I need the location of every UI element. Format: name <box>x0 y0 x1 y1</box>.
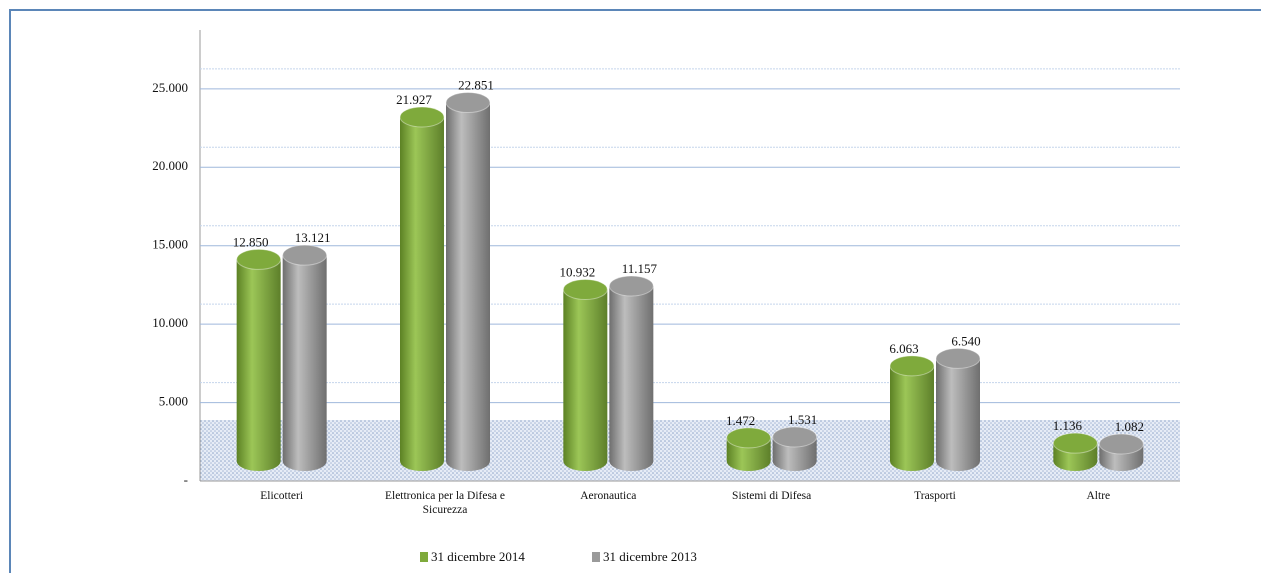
x-tick-label: Aeronautica <box>580 490 637 502</box>
data-label: 1.136 <box>1053 418 1083 433</box>
bar-top <box>726 427 772 449</box>
legend-swatch <box>592 552 600 562</box>
x-tick-label-box: Altre <box>1086 490 1111 502</box>
x-tick-label: Sistemi di Difesa <box>732 490 812 502</box>
y-tick-label: 5.000 <box>159 394 188 409</box>
bar-top <box>399 106 445 128</box>
data-label: 1.472 <box>726 413 755 428</box>
bar <box>935 347 981 471</box>
bar <box>608 275 654 472</box>
bar <box>889 355 935 471</box>
bar-top <box>562 279 608 301</box>
bar <box>1052 432 1098 472</box>
x-tick-label: Elicotteri <box>260 490 304 502</box>
data-label: 22.851 <box>458 78 494 93</box>
bar-body <box>400 117 444 471</box>
bar <box>1098 433 1144 472</box>
y-tick-label: - <box>184 472 188 487</box>
bar-top <box>889 355 935 377</box>
bar-body <box>890 365 934 471</box>
bar-body <box>446 102 490 471</box>
data-label: 13.121 <box>295 230 331 245</box>
legend-label: 31 dicembre 2013 <box>603 549 697 564</box>
data-label: 6.540 <box>951 333 980 348</box>
bar-body <box>609 285 654 472</box>
bar <box>236 248 282 472</box>
bar-top <box>445 92 491 114</box>
bar-top <box>772 426 818 448</box>
bar-top <box>1052 432 1098 454</box>
data-label: 10.932 <box>559 264 595 279</box>
bar-body <box>563 289 608 472</box>
floor <box>200 420 1180 481</box>
bar-top <box>935 347 981 369</box>
bar <box>726 427 772 472</box>
bar-top <box>236 248 282 270</box>
data-label: 6.063 <box>889 341 918 356</box>
x-tick-label-box: Aeronautica <box>580 490 637 502</box>
data-label: 1.531 <box>788 412 817 427</box>
data-label: 12.850 <box>233 234 269 249</box>
bar <box>562 279 608 472</box>
x-tick-label-box: Elettronica per la Difesa e Sicurezza <box>384 490 506 516</box>
bar-top <box>1098 433 1144 455</box>
x-tick-label: Trasporti <box>914 490 956 502</box>
bar <box>399 106 445 471</box>
bar-body <box>236 259 281 472</box>
y-tick-label: 15.000 <box>152 237 188 252</box>
y-tick-label: 10.000 <box>152 315 188 330</box>
x-tick-label: Elettronica per la Difesa e Sicurezza <box>384 490 506 516</box>
legend-label: 31 dicembre 2014 <box>431 549 525 564</box>
bar-body <box>282 255 327 472</box>
bar-top <box>282 244 328 266</box>
frame <box>9 9 1261 573</box>
data-label: 21.927 <box>396 92 432 107</box>
y-tick-label: 25.000 <box>152 80 188 95</box>
y-tick-label: 20.000 <box>152 158 188 173</box>
x-tick-label-box: Trasporti <box>914 490 956 502</box>
x-tick-label-box: Sistemi di Difesa <box>732 490 812 502</box>
x-tick-label: Altre <box>1086 490 1111 502</box>
bar-body <box>936 358 980 471</box>
bar <box>772 426 818 472</box>
bar <box>282 244 328 472</box>
x-tick-label-box: Elicotteri <box>260 490 304 502</box>
bar-top <box>608 275 654 297</box>
bar <box>445 92 491 471</box>
legend-swatch <box>420 552 428 562</box>
data-label: 11.157 <box>622 261 658 276</box>
data-label: 1.082 <box>1115 419 1144 434</box>
